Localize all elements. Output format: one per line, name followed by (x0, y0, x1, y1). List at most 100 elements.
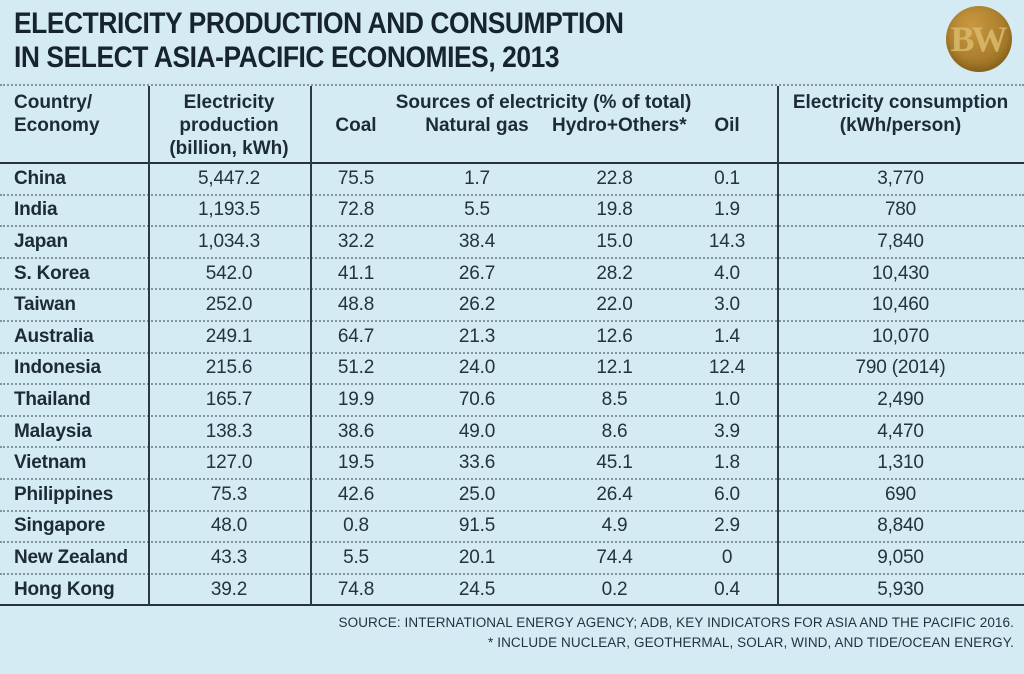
cell-oil: 4.0 (714, 262, 740, 284)
cell-oil: 3.9 (714, 420, 740, 442)
cell-country: India (14, 199, 58, 221)
cell-country: Australia (14, 325, 94, 347)
cell-coal: 64.7 (337, 325, 375, 347)
table-row: New Zealand 43.3 5.5 20.1 74.4 0 9,050 (0, 543, 1024, 575)
cell-natural-gas: 5.5 (464, 199, 490, 221)
cell-coal: 41.1 (337, 262, 375, 284)
cell-consumption: 780 (884, 199, 917, 221)
cell-consumption: 3,770 (877, 167, 924, 189)
table-row: Vietnam 127.0 19.5 33.6 45.1 1.8 1,310 (0, 448, 1024, 480)
cell-hydro-others: 15.0 (596, 230, 633, 252)
cell-oil: 1.0 (714, 388, 740, 410)
businessworld-logo-text: BW (950, 19, 1007, 59)
cell-hydro-others: 45.1 (596, 452, 633, 474)
cell-production: 542.0 (205, 262, 253, 284)
cell-natural-gas: 91.5 (458, 515, 496, 537)
cell-production: 252.0 (205, 294, 253, 316)
table-row: Hong Kong 39.2 74.8 24.5 0.2 0.4 5,930 (0, 575, 1024, 607)
cell-oil: 3.0 (714, 294, 740, 316)
table-header: Country/ Economy Electricity production … (0, 84, 1024, 164)
cell-production: 165.7 (205, 388, 253, 410)
column-divider (310, 86, 312, 607)
cell-natural-gas: 49.0 (458, 420, 496, 442)
table-row: Indonesia 215.6 51.2 24.0 12.1 12.4 790 … (0, 354, 1024, 386)
cell-hydro-others: 4.9 (601, 515, 628, 537)
cell-hydro-others: 0.2 (601, 578, 628, 600)
cell-natural-gas: 26.2 (458, 294, 496, 316)
cell-hydro-others: 22.0 (596, 294, 633, 316)
cell-coal: 48.8 (337, 294, 375, 316)
table-row: S. Korea 542.0 41.1 26.7 28.2 4.0 10,430 (0, 259, 1024, 291)
cell-natural-gas: 1.7 (464, 167, 490, 189)
col-group-sources: Sources of electricity (% of total) Coal… (310, 91, 777, 162)
cell-hydro-others: 8.6 (601, 420, 628, 442)
cell-oil: 14.3 (708, 230, 746, 252)
cell-consumption: 5,930 (877, 578, 924, 600)
cell-oil: 1.8 (714, 452, 740, 474)
page-title-line2: IN SELECT ASIA-PACIFIC ECONOMIES, 2013 (14, 41, 560, 74)
col-header-coal: Coal (335, 115, 377, 136)
col-header-country: Country/ Economy (14, 92, 100, 136)
page-title-line1: ELECTRICITY PRODUCTION AND CONSUMPTION (14, 7, 624, 40)
cell-country: Singapore (14, 515, 106, 537)
cell-coal: 5.5 (343, 546, 369, 568)
cell-coal: 38.6 (337, 420, 375, 442)
cell-hydro-others: 8.5 (601, 388, 628, 410)
column-divider (777, 86, 779, 607)
cell-coal: 32.2 (337, 230, 375, 252)
cell-oil: 2.9 (714, 515, 740, 537)
col-header-consumption: Electricity consumption (kWh/person) (792, 92, 1009, 136)
cell-country: Malaysia (14, 420, 92, 442)
cell-consumption: 8,840 (877, 515, 924, 537)
cell-oil: 0 (721, 546, 733, 568)
cell-natural-gas: 26.7 (458, 262, 496, 284)
cell-country: Vietnam (14, 452, 87, 474)
cell-country: Hong Kong (14, 578, 115, 600)
cell-natural-gas: 24.0 (458, 357, 496, 379)
cell-production: 215.6 (205, 357, 253, 379)
electricity-table: Country/ Economy Electricity production … (0, 84, 1024, 607)
cell-coal: 42.6 (337, 483, 375, 505)
cell-natural-gas: 33.6 (458, 452, 496, 474)
table-row: China 5,447.2 75.5 1.7 22.8 0.1 3,770 (0, 164, 1024, 196)
cell-consumption: 10,430 (872, 262, 929, 284)
page-title: ELECTRICITY PRODUCTION AND CONSUMPTION I… (14, 7, 624, 75)
table-row: Malaysia 138.3 38.6 49.0 8.6 3.9 4,470 (0, 417, 1024, 449)
cell-natural-gas: 25.0 (458, 483, 496, 505)
cell-consumption: 790 (2014) (855, 357, 946, 379)
cell-consumption: 2,490 (877, 388, 924, 410)
cell-consumption: 9,050 (877, 546, 924, 568)
col-header-natural-gas: Natural gas (425, 115, 529, 136)
cell-consumption: 10,460 (872, 294, 929, 316)
col-group-sources-label: Sources of electricity (% of total) (395, 92, 692, 113)
table-row: Australia 249.1 64.7 21.3 12.6 1.4 10,07… (0, 322, 1024, 354)
cell-oil: 0.1 (714, 167, 740, 189)
cell-production: 39.2 (210, 578, 248, 600)
cell-consumption: 7,840 (877, 230, 924, 252)
table-row: Philippines 75.3 42.6 25.0 26.4 6.0 690 (0, 480, 1024, 512)
cell-consumption: 690 (884, 483, 917, 505)
cell-production: 1,193.5 (198, 199, 260, 221)
cell-natural-gas: 70.6 (458, 388, 496, 410)
cell-country: New Zealand (14, 546, 128, 568)
footnote: * INCLUDE NUCLEAR, GEOTHERMAL, SOLAR, WI… (488, 635, 1014, 651)
footer: SOURCE: INTERNATIONAL ENERGY AGENCY; ADB… (0, 606, 1024, 653)
col-header-oil: Oil (714, 115, 740, 136)
cell-production: 127.0 (205, 452, 253, 474)
table-row: Taiwan 252.0 48.8 26.2 22.0 3.0 10,460 (0, 290, 1024, 322)
cell-oil: 0.4 (714, 578, 740, 600)
cell-country: Taiwan (14, 294, 76, 316)
cell-natural-gas: 24.5 (458, 578, 496, 600)
table-body: China 5,447.2 75.5 1.7 22.8 0.1 3,770 In… (0, 164, 1024, 607)
cell-oil: 1.9 (714, 199, 740, 221)
cell-oil: 12.4 (708, 357, 746, 379)
table-row: Thailand 165.7 19.9 70.6 8.5 1.0 2,490 (0, 385, 1024, 417)
cell-country: S. Korea (14, 262, 90, 284)
cell-coal: 75.5 (337, 167, 375, 189)
cell-country: Philippines (14, 483, 114, 505)
table-row: Japan 1,034.3 32.2 38.4 15.0 14.3 7,840 (0, 227, 1024, 259)
cell-coal: 19.9 (337, 388, 375, 410)
col-header-production: Electricity production (billion, kWh) (169, 92, 289, 159)
cell-consumption: 1,310 (877, 452, 924, 474)
